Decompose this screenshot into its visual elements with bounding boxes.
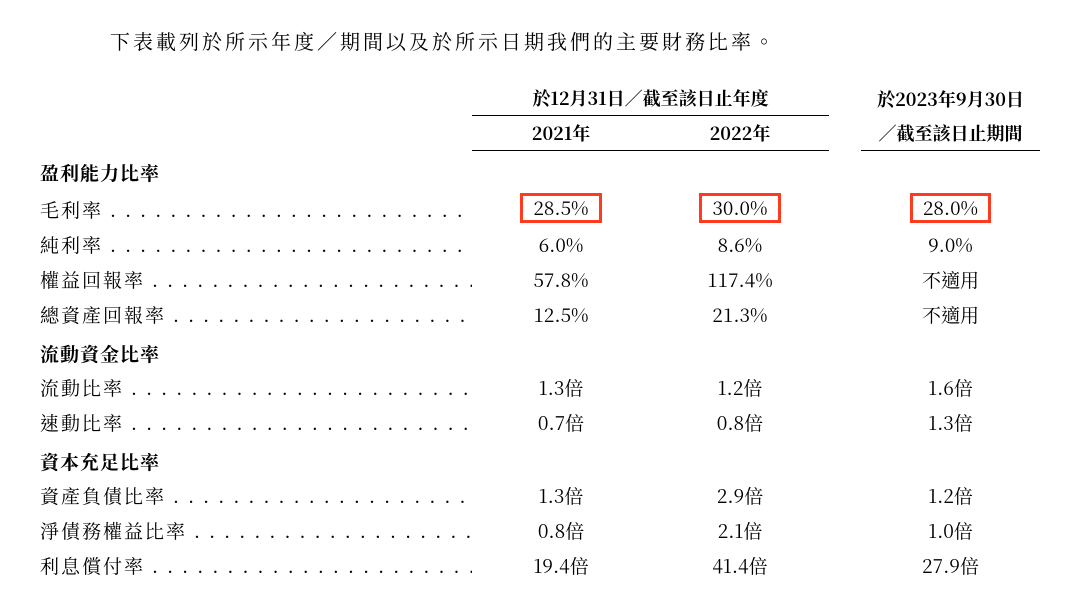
cell-value: 57.8% (472, 262, 651, 297)
cell-value: 2.9倍 (651, 478, 830, 513)
row-label: 淨債務權益比率 . . . . . . . . . . . . . . . . … (40, 513, 472, 548)
cell-value: 1.2倍 (861, 478, 1040, 513)
table-row: 利息償付率 . . . . . . . . . . . . . . . . . … (40, 548, 1040, 583)
table-row: 毛利率 . . . . . . . . . . . . . . . . . . … (40, 189, 1040, 227)
financial-ratios-table: 於12月31日／截至該日止年度 於2023年9月30日 2021年 2022年 … (40, 81, 1040, 583)
cell-value: 1.3倍 (472, 370, 651, 405)
cell-value: 0.7倍 (472, 405, 651, 440)
table-header-row-2: 2021年 2022年 ／截至該日止期間 (40, 116, 1040, 151)
header-right-bottom: ／截至該日止期間 (861, 116, 1040, 151)
cell-value: 21.3% (651, 297, 830, 332)
cell-value: 不適用 (861, 297, 1040, 332)
section-title: 流動資金比率 (40, 332, 1040, 370)
cell-value: 6.0% (472, 227, 651, 262)
header-span-left: 於12月31日／截至該日止年度 (472, 81, 830, 116)
cell-value: 0.8倍 (472, 513, 651, 548)
row-label: 毛利率 . . . . . . . . . . . . . . . . . . … (40, 189, 472, 227)
section-row: 流動資金比率 (40, 332, 1040, 370)
row-label: 利息償付率 . . . . . . . . . . . . . . . . . … (40, 548, 472, 583)
section-title: 資本充足比率 (40, 440, 1040, 478)
cell-value: 19.4倍 (472, 548, 651, 583)
table-row: 流動比率 . . . . . . . . . . . . . . . . . .… (40, 370, 1040, 405)
row-label: 權益回報率 . . . . . . . . . . . . . . . . . … (40, 262, 472, 297)
cell-value: 41.4倍 (651, 548, 830, 583)
highlight-box: 28.0% (910, 193, 991, 223)
table-row: 總資產回報率 . . . . . . . . . . . . . . . . .… (40, 297, 1040, 332)
highlight-box: 28.5% (520, 193, 601, 223)
cell-value: 1.2倍 (651, 370, 830, 405)
header-2022: 2022年 (651, 116, 830, 151)
cell-value: 30.0% (651, 189, 830, 227)
table-header-row-1: 於12月31日／截至該日止年度 於2023年9月30日 (40, 81, 1040, 116)
table-row: 資產負債比率 . . . . . . . . . . . . . . . . .… (40, 478, 1040, 513)
row-label: 資產負債比率 . . . . . . . . . . . . . . . . .… (40, 478, 472, 513)
cell-value: 1.3倍 (472, 478, 651, 513)
row-label: 流動比率 . . . . . . . . . . . . . . . . . .… (40, 370, 472, 405)
cell-value: 1.6倍 (861, 370, 1040, 405)
row-label: 速動比率 . . . . . . . . . . . . . . . . . .… (40, 405, 472, 440)
cell-value: 不適用 (861, 262, 1040, 297)
cell-value: 0.8倍 (651, 405, 830, 440)
cell-value: 9.0% (861, 227, 1040, 262)
cell-value: 2.1倍 (651, 513, 830, 548)
header-right-top: 於2023年9月30日 (861, 81, 1040, 116)
cell-value: 117.4% (651, 262, 830, 297)
cell-value: 28.0% (861, 189, 1040, 227)
section-row: 盈利能力比率 (40, 151, 1040, 190)
row-label: 純利率 . . . . . . . . . . . . . . . . . . … (40, 227, 472, 262)
section-title: 盈利能力比率 (40, 151, 1040, 190)
table-row: 淨債務權益比率 . . . . . . . . . . . . . . . . … (40, 513, 1040, 548)
section-row: 資本充足比率 (40, 440, 1040, 478)
intro-text: 下表載列於所示年度／期間以及於所示日期我們的主要財務比率。 (110, 26, 1040, 55)
cell-value: 12.5% (472, 297, 651, 332)
table-row: 權益回報率 . . . . . . . . . . . . . . . . . … (40, 262, 1040, 297)
cell-value: 1.0倍 (861, 513, 1040, 548)
header-2021: 2021年 (472, 116, 651, 151)
highlight-box: 30.0% (699, 193, 780, 223)
cell-value: 28.5% (472, 189, 651, 227)
row-label: 總資產回報率 . . . . . . . . . . . . . . . . .… (40, 297, 472, 332)
table-row: 速動比率 . . . . . . . . . . . . . . . . . .… (40, 405, 1040, 440)
table-row: 純利率 . . . . . . . . . . . . . . . . . . … (40, 227, 1040, 262)
cell-value: 1.3倍 (861, 405, 1040, 440)
cell-value: 27.9倍 (861, 548, 1040, 583)
cell-value: 8.6% (651, 227, 830, 262)
